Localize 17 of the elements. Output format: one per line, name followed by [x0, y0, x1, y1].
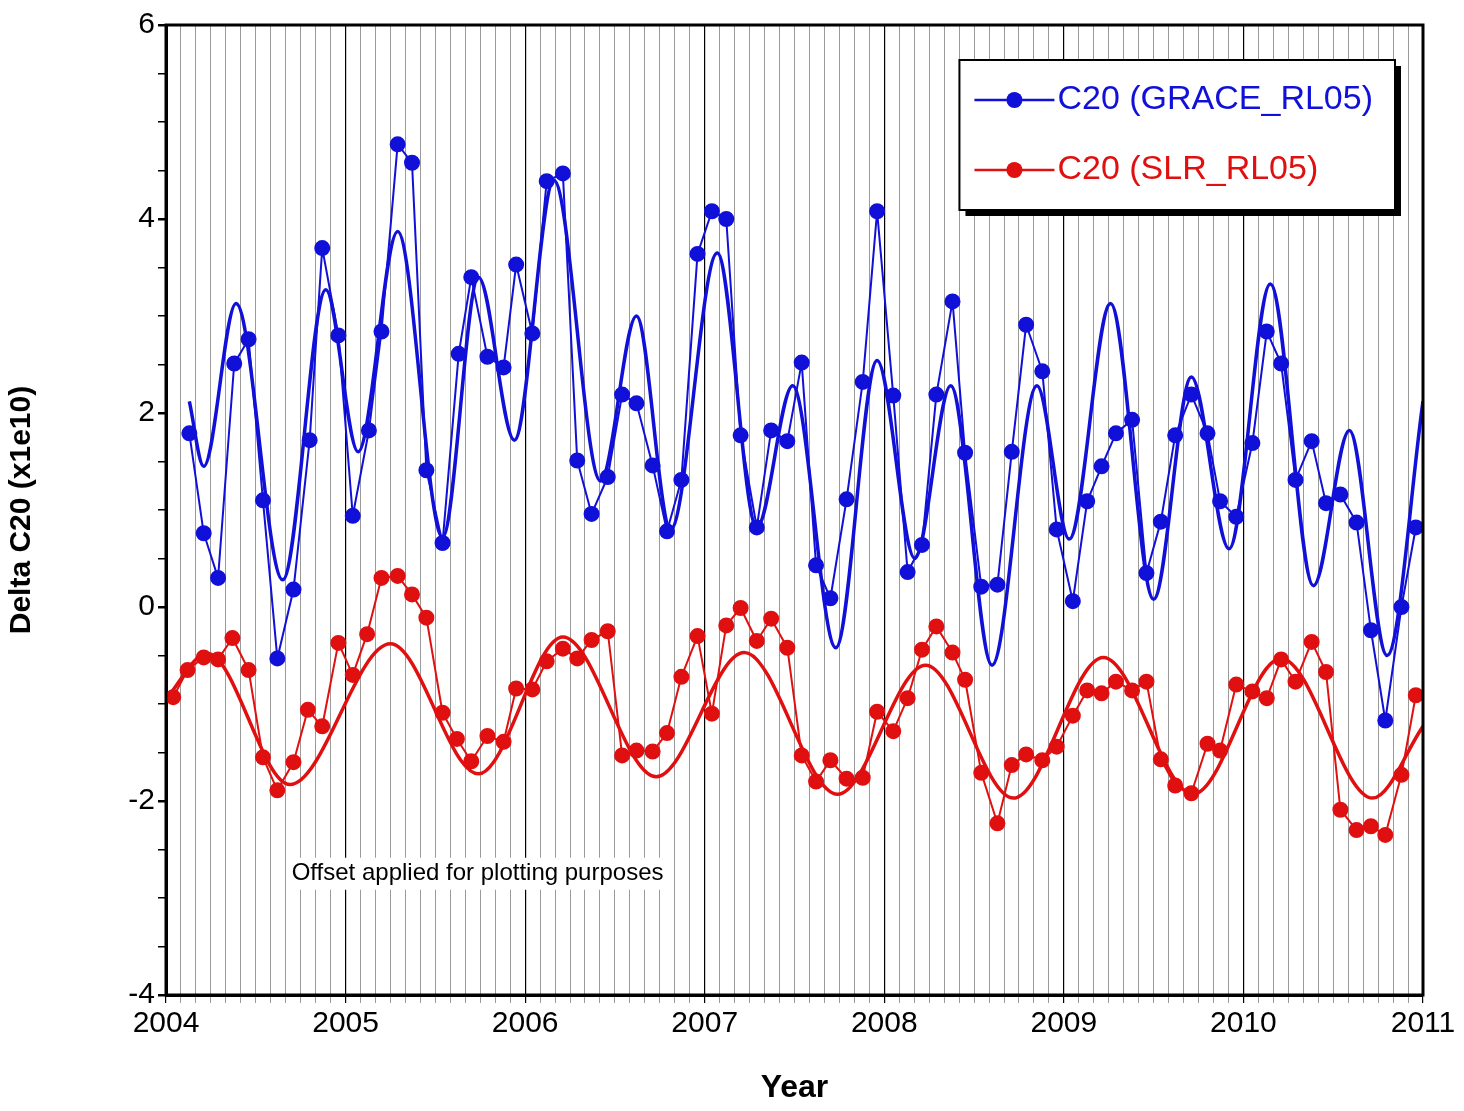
x-tick-label: 2007	[671, 1005, 739, 1039]
x-tick-label: 2008	[850, 1005, 918, 1039]
y-tick-label: -2	[128, 782, 155, 816]
x-tick-label: 2011	[1390, 1005, 1456, 1039]
y-tick-label: 2	[138, 394, 155, 428]
x-tick-label: 2006	[491, 1005, 559, 1039]
annotation: Offset applied for plotting purposes	[291, 858, 664, 886]
x-tick-label: 2010	[1210, 1005, 1277, 1039]
legend-label: C20 (SLR_RL05)	[1057, 148, 1319, 187]
y-tick-label: 4	[138, 200, 155, 234]
y-tick-label: 0	[138, 588, 155, 622]
legend-label: C20 (GRACE_RL05)	[1057, 78, 1373, 117]
x-tick-label: 2005	[312, 1005, 379, 1039]
y-tick-label: 6	[138, 6, 155, 40]
x-tick-label: 2009	[1030, 1005, 1098, 1039]
x-axis-title: Year	[760, 1067, 829, 1104]
y-axis-title: Delta C20 (x1e10)	[3, 385, 37, 635]
